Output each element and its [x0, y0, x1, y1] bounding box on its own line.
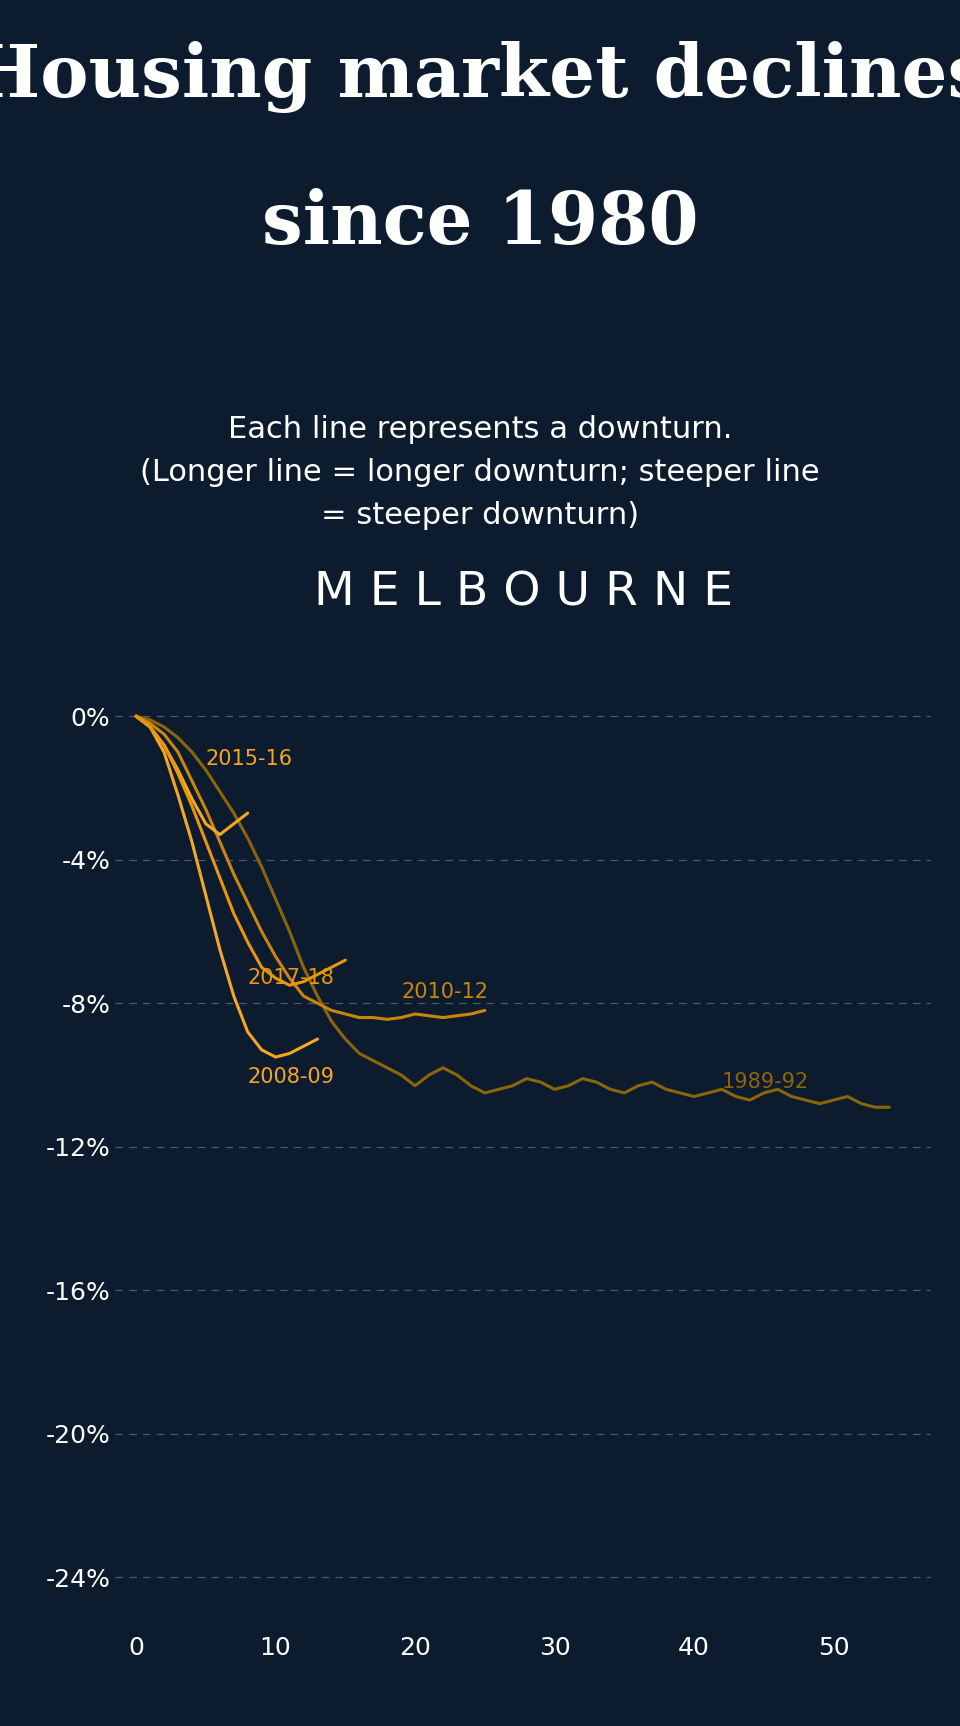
- Text: 1989-92: 1989-92: [722, 1072, 809, 1093]
- Text: Each line represents a downturn.
(Longer line = longer downturn; steeper line
= : Each line represents a downturn. (Longer…: [140, 416, 820, 530]
- Text: M E L B O U R N E: M E L B O U R N E: [314, 571, 732, 616]
- Text: 2010-12: 2010-12: [401, 982, 488, 1003]
- Text: since 1980: since 1980: [262, 188, 698, 259]
- Text: 2017-18: 2017-18: [248, 968, 335, 987]
- Text: 2015-16: 2015-16: [205, 749, 293, 770]
- Text: 2008-09: 2008-09: [248, 1067, 335, 1087]
- Text: Housing market declines: Housing market declines: [0, 41, 960, 112]
